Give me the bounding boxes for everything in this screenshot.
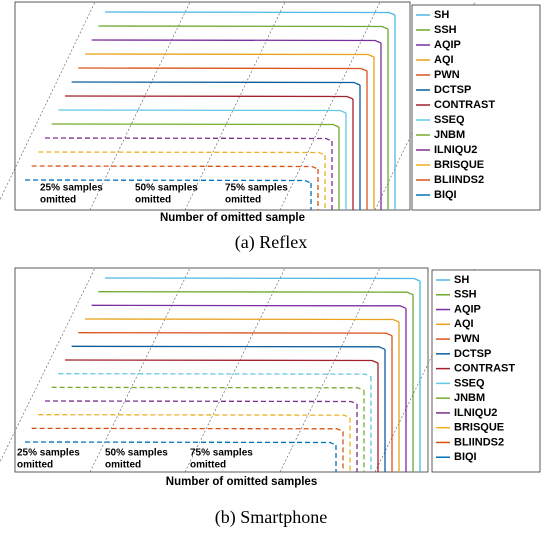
legend-box: [411, 4, 541, 211]
annotation: 25% samples: [17, 448, 80, 459]
perspective-line: [0, 1, 96, 201]
legend-label: DCTSP: [454, 348, 491, 360]
series-line: [44, 137, 333, 142]
caption: (b) Smartphone: [215, 507, 327, 528]
perspective-line: [279, 1, 381, 211]
series-line: [64, 95, 354, 100]
annotation: omitted: [105, 460, 141, 471]
series-line: [58, 109, 347, 114]
series-line: [38, 414, 351, 419]
legend-label: AQI: [434, 54, 454, 66]
plot-frame: [14, 1, 411, 211]
series-line: [104, 277, 421, 282]
annotation: 25% samples: [40, 183, 103, 194]
series-line: [58, 373, 372, 378]
legend-label: CONTRAST: [434, 99, 495, 111]
legend-label: BLIINDS2: [434, 174, 484, 186]
annotation: omitted: [40, 195, 76, 206]
series-line: [84, 318, 400, 323]
series-line: [71, 345, 386, 350]
series-line: [104, 11, 396, 16]
series-line: [91, 304, 407, 309]
x-axis-label: Number of omitted samples: [166, 476, 317, 488]
legend-label: SH: [454, 274, 469, 286]
perspective-line: [89, 1, 191, 211]
series-line: [84, 53, 375, 58]
legend-label: JNBM: [434, 129, 465, 141]
legend-label: AQIP: [434, 39, 461, 51]
legend-label: BRISQUE: [454, 422, 504, 434]
legend-label: SSH: [434, 24, 457, 36]
series-line: [64, 359, 379, 364]
perspective-line: [184, 267, 286, 473]
series-line: [91, 39, 382, 44]
annotation: 75% samples: [190, 448, 253, 459]
series-line: [38, 151, 326, 156]
legend-label: BLIINDS2: [454, 436, 504, 448]
series-line: [71, 81, 361, 86]
legend-label: AQI: [454, 318, 474, 330]
x-axis-label: Number of omitted sample: [160, 212, 305, 224]
legend-label: BIQI: [454, 451, 477, 463]
legend-label: SSH: [454, 289, 477, 301]
annotation: 50% samples: [105, 448, 168, 459]
series-line: [31, 165, 319, 170]
perspective-line: [0, 267, 96, 463]
series-line: [78, 67, 368, 72]
legend-label: BRISQUE: [434, 159, 484, 171]
perspective-line: [279, 267, 381, 473]
annotation: omitted: [190, 460, 226, 471]
series-line: [44, 400, 358, 405]
legend-label: CONTRAST: [454, 363, 515, 375]
series-line: [78, 332, 393, 337]
legend-label: ILNIQU2: [454, 407, 497, 419]
perspective-line: [184, 1, 286, 211]
legend-label: PWN: [454, 333, 480, 345]
caption: (a) Reflex: [235, 232, 307, 253]
series-line: [98, 291, 414, 296]
legend-label: SH: [434, 9, 449, 21]
legend-label: JNBM: [454, 392, 485, 404]
annotation: 50% samples: [135, 183, 198, 194]
legend-box: [431, 269, 541, 473]
perspective-line: [89, 267, 191, 473]
legend-label: DCTSP: [434, 84, 471, 96]
series-line: [24, 441, 337, 446]
series-line: [51, 386, 365, 391]
legend-label: PWN: [434, 69, 460, 81]
series-line: [51, 123, 340, 128]
series-line: [31, 427, 344, 432]
plot-frame: [14, 267, 429, 473]
series-line: [24, 179, 312, 184]
annotation: omitted: [225, 195, 261, 206]
annotation: omitted: [135, 195, 171, 206]
legend-label: ILNIQU2: [434, 144, 477, 156]
series-line: [98, 25, 389, 30]
legend-label: SSEQ: [454, 377, 485, 389]
legend-label: BIQI: [434, 189, 457, 201]
annotation: 75% samples: [225, 183, 288, 194]
annotation: omitted: [17, 460, 53, 471]
legend-label: AQIP: [454, 303, 481, 315]
legend-label: SSEQ: [434, 114, 465, 126]
